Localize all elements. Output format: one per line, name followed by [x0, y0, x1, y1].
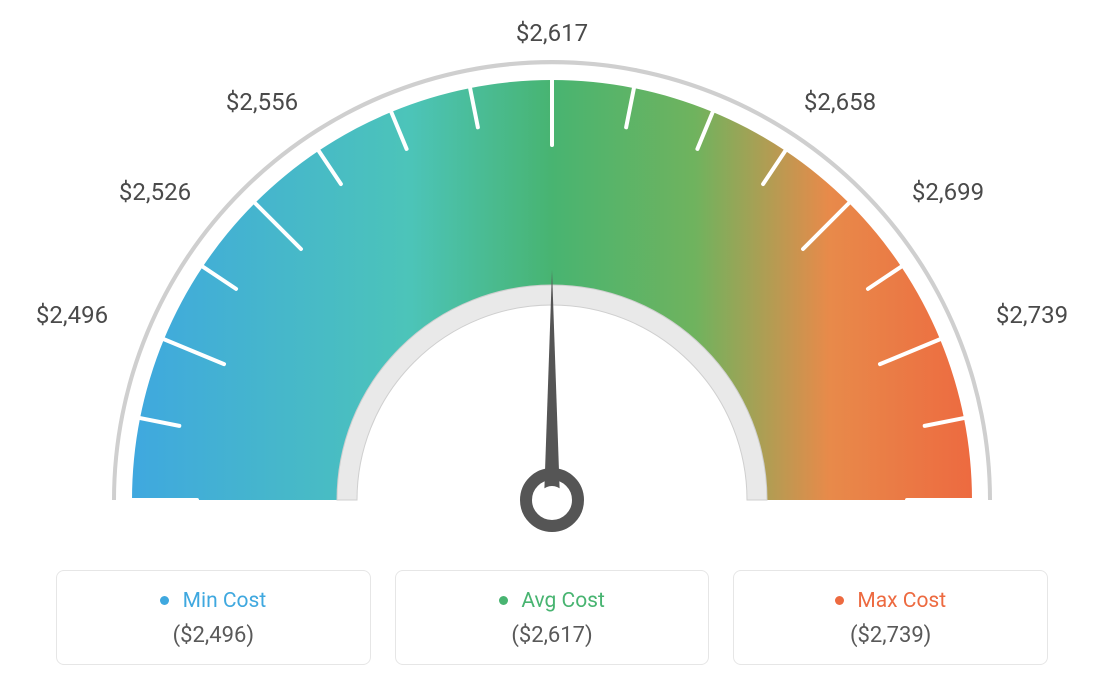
min-cost-label-row: Min Cost: [77, 589, 350, 613]
avg-cost-card: Avg Cost ($2,617): [395, 570, 710, 665]
avg-dot-icon: [499, 596, 508, 605]
gauge-svg: [0, 0, 1104, 560]
avg-cost-label: Avg Cost: [521, 589, 605, 613]
min-cost-value: ($2,496): [77, 623, 350, 648]
gauge-chart: $2,496 $2,526 $2,556 $2,617 $2,658 $2,699 $2,7…: [0, 0, 1104, 560]
summary-row: Min Cost ($2,496) Avg Cost ($2,617) Max …: [56, 570, 1048, 665]
max-dot-icon: [835, 596, 844, 605]
gauge-tick-label: $2,739: [996, 301, 1068, 329]
gauge-tick-label: $2,699: [912, 178, 984, 206]
max-cost-label-row: Max Cost: [754, 589, 1027, 613]
gauge-tick-label: $2,658: [804, 88, 876, 116]
gauge-tick-label: $2,496: [36, 301, 108, 329]
avg-cost-label-row: Avg Cost: [416, 589, 689, 613]
gauge-tick-label: $2,526: [119, 178, 191, 206]
avg-cost-value: ($2,617): [416, 623, 689, 648]
max-cost-value: ($2,739): [754, 623, 1027, 648]
gauge-tick-label: $2,556: [226, 88, 298, 116]
min-dot-icon: [160, 596, 169, 605]
min-cost-card: Min Cost ($2,496): [56, 570, 371, 665]
gauge-tick-label: $2,617: [516, 19, 588, 47]
max-cost-label: Max Cost: [857, 589, 946, 613]
min-cost-label: Min Cost: [183, 589, 267, 613]
max-cost-card: Max Cost ($2,739): [733, 570, 1048, 665]
